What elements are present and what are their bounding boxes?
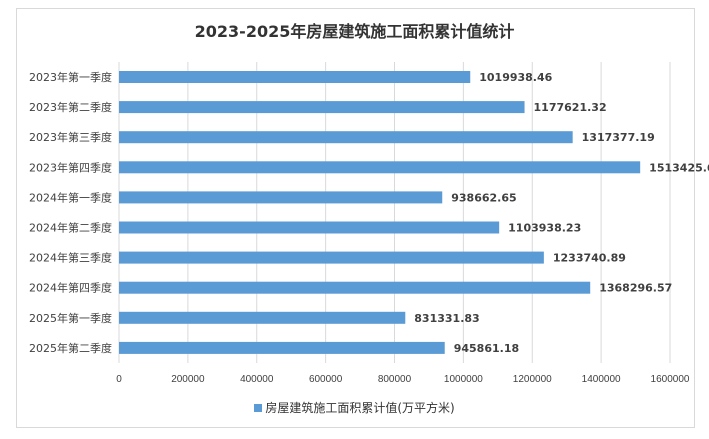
data-label: 1177621.32 <box>534 101 607 114</box>
x-tick-label: 200000 <box>171 374 205 385</box>
bar <box>119 251 544 264</box>
y-tick-label: 2024年第二季度 <box>29 221 112 235</box>
bar <box>119 191 443 204</box>
chart-title: 2023-2025年房屋建筑施工面积累计值统计 <box>194 22 515 41</box>
x-tick-label: 1600000 <box>651 374 690 385</box>
bar <box>119 101 525 114</box>
data-label: 945861.18 <box>454 342 519 355</box>
data-label: 1019938.46 <box>479 71 552 84</box>
y-tick-label: 2023年第三季度 <box>29 130 112 144</box>
data-label: 1368296.57 <box>599 282 672 295</box>
x-tick-label: 600000 <box>309 374 343 385</box>
y-tick-label: 2025年第一季度 <box>29 311 112 325</box>
legend: 房屋建筑施工面积累计值(万平方米) <box>0 399 709 416</box>
data-label: 938662.65 <box>451 191 516 204</box>
data-label: 1513425.62 <box>649 161 709 174</box>
y-tick-label: 2024年第四季度 <box>29 281 112 295</box>
bar <box>119 221 500 234</box>
x-tick-label: 800000 <box>378 374 412 385</box>
x-tick-label: 1000000 <box>444 374 483 385</box>
y-tick-label: 2023年第二季度 <box>29 100 112 114</box>
data-label: 1103938.23 <box>508 222 581 235</box>
bar <box>119 311 406 324</box>
bar <box>119 131 573 144</box>
y-tick-label: 2024年第三季度 <box>29 251 112 265</box>
data-label: 1233740.89 <box>553 252 626 265</box>
x-tick-label: 0 <box>116 374 122 385</box>
x-tick-label: 1200000 <box>513 374 552 385</box>
legend-swatch <box>254 404 263 412</box>
data-label: 831331.83 <box>414 312 479 325</box>
data-label: 1317377.19 <box>582 131 655 144</box>
y-tick-label: 2024年第一季度 <box>29 190 112 204</box>
bar <box>119 161 641 174</box>
bar <box>119 71 471 83</box>
y-tick-label: 2025年第二季度 <box>29 341 112 355</box>
bar <box>119 281 591 294</box>
x-tick-label: 400000 <box>240 374 274 385</box>
bar <box>119 341 445 354</box>
y-tick-label: 2023年第四季度 <box>29 160 112 174</box>
x-tick-label: 1400000 <box>582 374 621 385</box>
legend-label: 房屋建筑施工面积累计值(万平方米) <box>265 401 455 415</box>
y-tick-label: 2023年第一季度 <box>29 70 112 84</box>
